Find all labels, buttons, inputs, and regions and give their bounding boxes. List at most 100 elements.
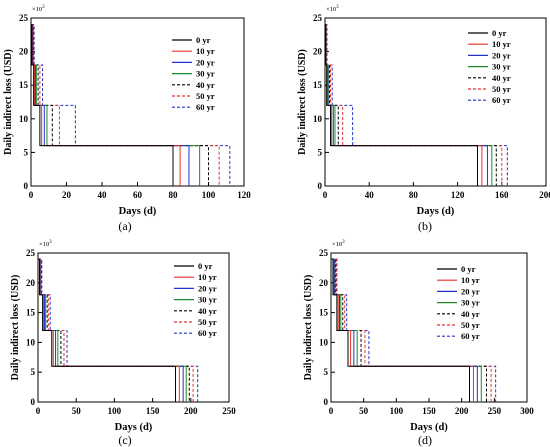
x-tick-label: 300 [520, 406, 534, 416]
plot-frame [330, 252, 528, 403]
series-group [31, 24, 231, 186]
legend-label: 50 yr [492, 84, 511, 94]
y-tick-label: 15 [319, 308, 329, 318]
y-tick-label: 5 [24, 147, 29, 157]
y-tick-label: 0 [324, 397, 329, 407]
x-tick-label: 0 [29, 190, 34, 200]
x-axis-title: Days (d) [417, 206, 455, 217]
x-tick-label: 100 [390, 406, 404, 416]
y-tick-label: 10 [319, 337, 329, 347]
series-line-0-yr [31, 24, 174, 186]
x-tick-label: 50 [359, 406, 369, 416]
series-line-50-yr [38, 258, 194, 402]
x-tick-label: 120 [237, 190, 251, 200]
legend-label: 50 yr [461, 320, 480, 330]
x-tick-label: 200 [539, 190, 550, 200]
chart-panel-a: 0 20 40 60 80 100 120 0 5 10 15 20 25×103 Days (d) Dai… [3, 5, 251, 233]
legend-box [466, 27, 522, 109]
chart-panel-b: 0 40 80 120 160 200 0 5 10 15 20 25×103 Days (d) Dail… [297, 5, 550, 233]
y-tick-label: 15 [26, 308, 36, 318]
x-tick-label: 0 [36, 406, 41, 416]
y-tick-label: 5 [31, 367, 36, 377]
y-tick-label: 5 [318, 147, 323, 157]
series-line-0-yr [38, 258, 177, 402]
y-tick-label: 20 [19, 47, 29, 57]
y-tick-label: 20 [319, 278, 329, 288]
x-tick-label: 250 [222, 406, 236, 416]
x-tick-label: 160 [495, 190, 509, 200]
legend-box [170, 34, 226, 116]
y-tick-label: 25 [26, 248, 36, 258]
series-line-30-yr [38, 258, 187, 402]
legend-label: 20 yr [198, 283, 217, 293]
y-multiplier: ×103 [32, 5, 45, 13]
panel-label: (d) [418, 433, 432, 447]
legend-label: 30 yr [196, 69, 215, 79]
x-tick-label: 50 [72, 406, 82, 416]
x-tick-label: 20 [62, 190, 72, 200]
legend-label: 30 yr [492, 62, 511, 72]
y-axis-title: Daily indirect loss (USD) [303, 275, 314, 381]
chart-panel-c: 0 50 100 150 200 250 0 5 10 15 20 25×103 Days (d) Dai… [10, 240, 236, 447]
y-tick-label: 20 [313, 47, 323, 57]
series-group [325, 24, 508, 186]
y-tick-label: 10 [19, 114, 29, 124]
y-tick-label: 20 [26, 278, 36, 288]
x-tick-label: 80 [169, 190, 179, 200]
x-tick-label: 200 [455, 406, 469, 416]
series-line-0-yr [325, 24, 478, 186]
y-tick-label: 25 [19, 13, 29, 23]
x-axis-title: Days (d) [410, 422, 448, 433]
x-tick-label: 60 [133, 190, 143, 200]
x-axis-title: Days (d) [115, 422, 153, 433]
legend-label: 60 yr [461, 331, 480, 341]
plot-frame [37, 252, 230, 403]
legend-label: 0 yr [198, 261, 213, 271]
legend-label: 60 yr [492, 95, 511, 105]
legend-label: 40 yr [198, 306, 217, 316]
legend-label: 0 yr [492, 28, 507, 38]
series-line-40-yr [38, 258, 190, 402]
x-tick-label: 150 [146, 406, 160, 416]
y-tick-label: 0 [318, 181, 323, 191]
legend-box [435, 263, 491, 345]
x-tick-label: 250 [488, 406, 502, 416]
legend-label: 60 yr [196, 102, 215, 112]
x-tick-label: 0 [329, 406, 334, 416]
legend-label: 10 yr [492, 39, 511, 49]
panel-label: (c) [118, 433, 131, 447]
series-line-0-yr [331, 258, 471, 402]
legend-label: 20 yr [461, 286, 480, 296]
x-tick-label: 40 [98, 190, 108, 200]
series-line-10-yr [31, 24, 181, 186]
legend-label: 30 yr [198, 295, 217, 305]
y-multiplier: ×103 [332, 240, 345, 248]
legend-label: 20 yr [196, 57, 215, 67]
x-tick-label: 80 [409, 190, 419, 200]
x-tick-label: 0 [323, 190, 328, 200]
y-axis-title: Daily indirect loss (USD) [3, 49, 14, 155]
y-tick-label: 10 [26, 337, 36, 347]
legend-label: 10 yr [461, 275, 480, 285]
x-axis-title: Days (d) [119, 206, 157, 217]
y-multiplier: ×103 [39, 240, 52, 248]
panel-label: (a) [118, 219, 131, 233]
legend-label: 0 yr [196, 35, 211, 45]
x-tick-label: 150 [422, 406, 436, 416]
series-group [38, 258, 199, 402]
legend-label: 10 yr [198, 272, 217, 282]
y-tick-label: 0 [31, 397, 36, 407]
legend-label: 50 yr [198, 317, 217, 327]
legend-label: 10 yr [196, 46, 215, 56]
legend-label: 40 yr [461, 309, 480, 319]
legend-label: 30 yr [461, 298, 480, 308]
x-tick-label: 100 [202, 190, 216, 200]
y-tick-label: 10 [313, 114, 323, 124]
plot-frame [324, 17, 547, 187]
y-tick-label: 0 [24, 181, 29, 191]
legend-label: 40 yr [196, 80, 215, 90]
